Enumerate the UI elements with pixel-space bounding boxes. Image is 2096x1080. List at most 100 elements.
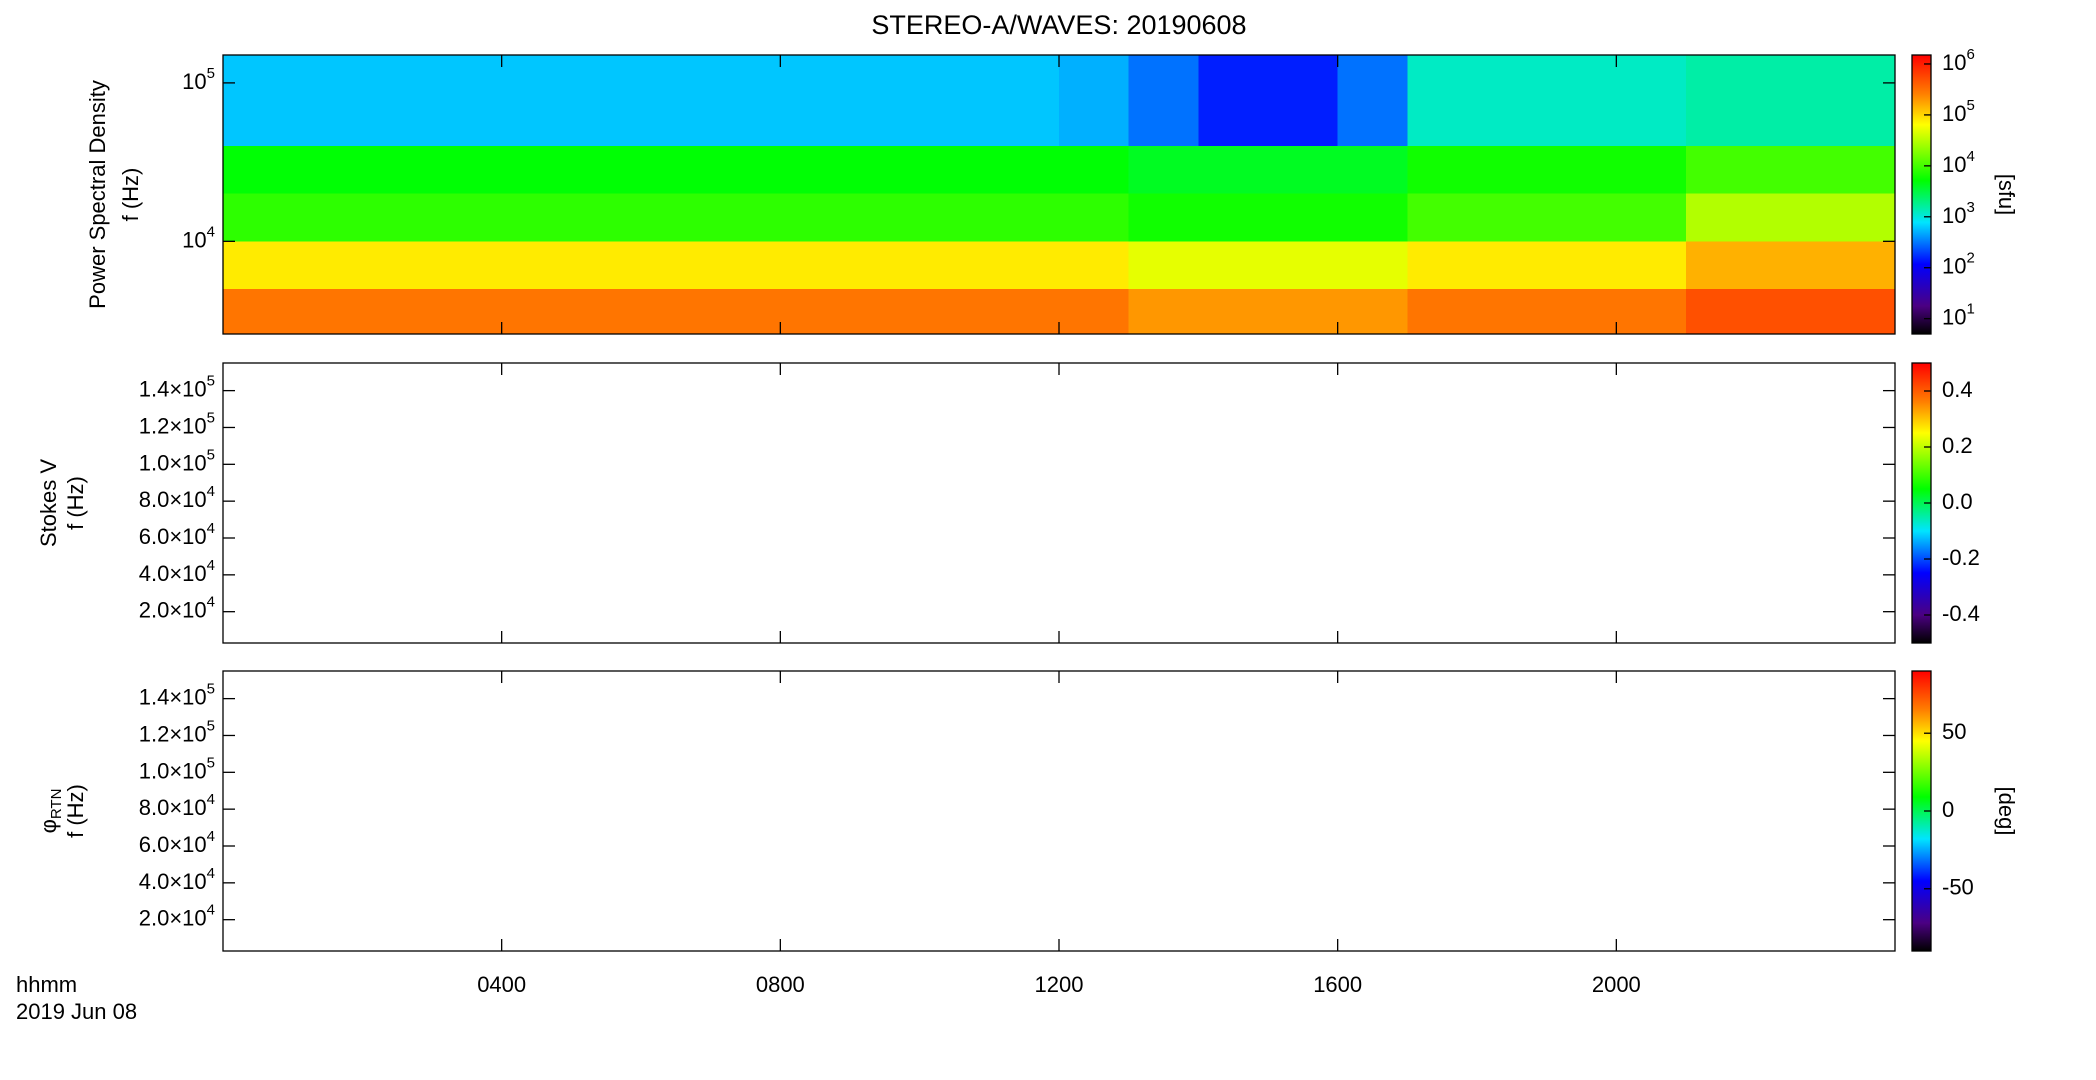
heatmap-cell [1825,289,1896,334]
heatmap-cell [571,241,642,290]
y-tick-label-base: 1.2×10 [139,413,207,438]
y-axis-label: φRTN [36,789,65,834]
y-tick-label: 8.0×104 [139,791,215,820]
colorbar-tick-label: 105 [1942,97,1975,126]
heatmap-cell [1407,193,1478,242]
heatmap-cell [641,289,712,334]
heatmap-cell [1755,193,1826,242]
heatmap-cell [641,55,712,146]
colorbar-label: [deg] [1994,787,2019,836]
plot-frame [222,362,1896,644]
y-tick-label-exponent: 4 [207,557,215,574]
heatmap-cell [1337,241,1408,290]
colorbar-tick-label: 0 [1942,797,1954,822]
colorbar-tick-label-exponent: 6 [1966,46,1974,63]
heatmap-cell [223,241,294,290]
y-tick-label-exponent: 5 [207,446,215,463]
heatmap-cell [1546,55,1617,146]
heatmap-cell [1198,55,1269,146]
colorbar-tick-label-base: 10 [1942,304,1966,329]
heatmap-cell [1755,55,1826,146]
colorbar-tick-label: 0.4 [1942,377,1973,402]
heatmap-cell [1268,55,1339,146]
y-tick-label-exponent: 5 [207,754,215,771]
heatmap-cell [1128,289,1199,334]
heatmap-cell [1268,289,1339,334]
heatmap-cell [641,241,712,290]
heatmap-cell [1686,289,1757,334]
heatmap-cell [850,193,921,242]
heatmap-cell [1477,55,1548,146]
heatmap-cell [571,145,642,194]
heatmap-cell [1546,241,1617,290]
colorbar [1911,54,1932,335]
heatmap-cell [710,289,781,334]
heatmap-cell [1477,241,1548,290]
y-tick-label: 1.2×105 [139,717,215,746]
heatmap-cell [1686,145,1757,194]
heatmap-cell [362,145,433,194]
heatmap-cell [362,55,433,146]
y-axis-label: f (Hz) [118,168,143,222]
heatmap-cell [1268,241,1339,290]
colorbar-tick-label: 0.2 [1942,433,1973,458]
colorbar-tick-label: -0.4 [1942,601,1980,626]
heatmap-cell [362,193,433,242]
heatmap-cell [1616,193,1687,242]
heatmap-cell [989,55,1060,146]
colorbar-tick-label-base: 10 [1942,203,1966,228]
y-tick-label: 1.4×105 [139,681,215,710]
y-axis-label-text: f (Hz) [118,168,143,222]
heatmap-cell [292,55,363,146]
heatmap-cell [1616,145,1687,194]
heatmap-cell [710,241,781,290]
heatmap-cell [1616,55,1687,146]
heatmap-cell [292,145,363,194]
y-tick-label-base: 6.0×10 [139,524,207,549]
heatmap-cell [780,289,851,334]
heatmap-cell [571,55,642,146]
y-axis-label: f (Hz) [63,476,88,530]
heatmap-cell [501,193,572,242]
heatmap-cell [501,145,572,194]
colorbar-tick-label-base: 10 [1942,101,1966,126]
heatmap-cell [850,55,921,146]
colorbar-tick-label: 102 [1942,250,1975,279]
heatmap-cell [1825,55,1896,146]
heatmap-cell [1477,289,1548,334]
y-tick-label: 8.0×104 [139,483,215,512]
heatmap-cell [1546,145,1617,194]
y-tick-label-base: 8.0×10 [139,795,207,820]
y-tick-label-base: 1.4×10 [139,376,207,401]
heatmap-cell [1059,241,1130,290]
heatmap-cell [1128,55,1199,146]
heatmap-cell [1059,55,1130,146]
heatmap-cell [989,193,1060,242]
heatmap-cell [1686,55,1757,146]
y-tick-label-exponent: 5 [207,681,215,698]
heatmap-cell [501,241,572,290]
y-tick-label-exponent: 5 [207,65,215,82]
y-tick-label: 4.0×104 [139,865,215,894]
y-tick-label-exponent: 4 [207,223,215,240]
y-tick-label: 104 [182,223,215,252]
colorbar-tick-label: -50 [1942,875,1974,900]
y-tick-label-base: 1.2×10 [139,721,207,746]
heatmap-cell [223,145,294,194]
heatmap-cell [432,55,503,146]
heatmap-cell [989,241,1060,290]
heatmap-cell [432,241,503,290]
heatmap-cell [641,193,712,242]
heatmap-cell [432,193,503,242]
y-tick-label-base: 1.4×10 [139,684,207,709]
x-tick-label: 2000 [1592,972,1641,997]
heatmap-cell [850,241,921,290]
colorbar-tick-label: 103 [1942,199,1975,228]
y-tick-label-exponent: 4 [207,483,215,500]
y-axis-label-text: φ [36,819,61,833]
y-tick-label-base: 1.0×10 [139,450,207,475]
y-tick-label-base: 10 [182,227,206,252]
y-tick-label-base: 2.0×10 [139,597,207,622]
colorbar-tick-label: 0.0 [1942,489,1973,514]
